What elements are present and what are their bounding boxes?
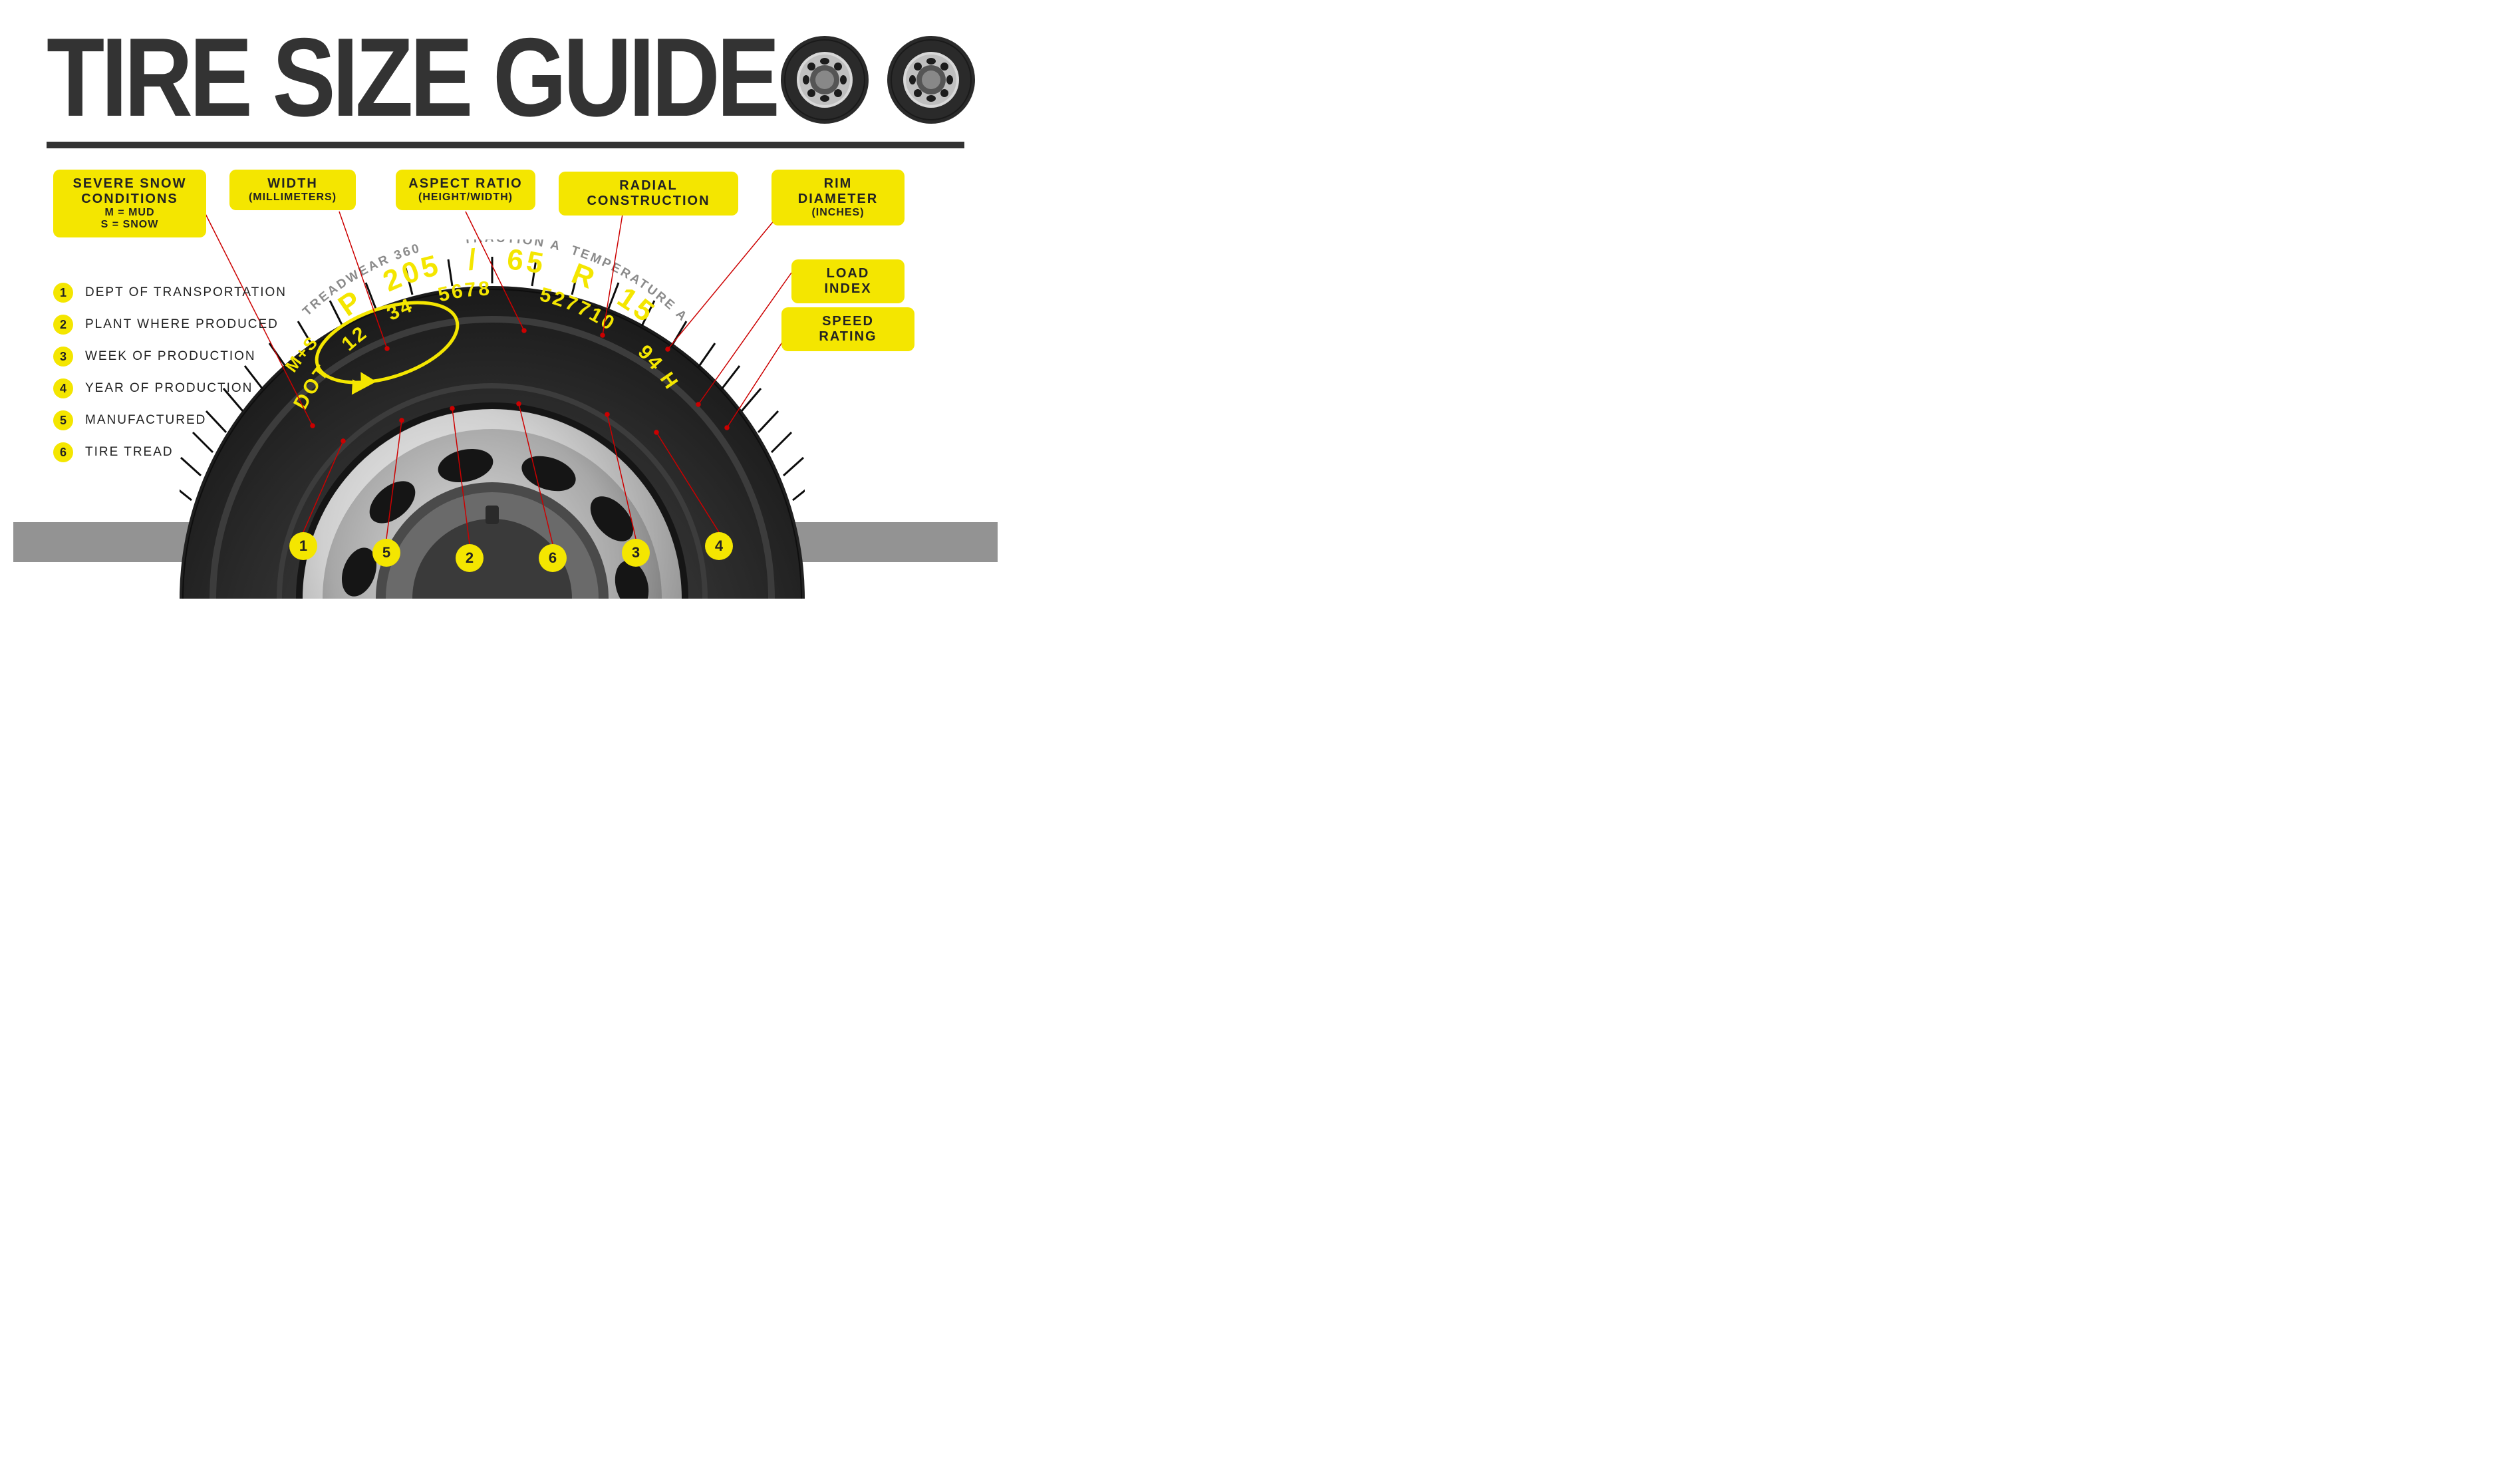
label-aspect-title: ASPECT RATIO [408, 176, 523, 192]
legend-item: 5 MANUFACTURED [53, 410, 287, 430]
label-rim-sub: (INCHES) [783, 207, 893, 219]
label-width: WIDTH (MILLIMETERS) [229, 170, 356, 210]
legend-badge: 3 [53, 347, 73, 367]
legend-item: 4 YEAR OF PRODUCTION [53, 378, 287, 398]
label-load-title: LOAD INDEX [803, 266, 893, 297]
legend-text: DEPT OF TRANSPORTATION [85, 285, 287, 300]
mini-tire-icon [885, 33, 978, 126]
bottom-badge-4: 4 [705, 532, 733, 560]
label-aspect: ASPECT RATIO (HEIGHT/WIDTH) [396, 170, 535, 210]
legend-badge: 1 [53, 283, 73, 303]
label-rim: RIM DIAMETER (INCHES) [771, 170, 905, 225]
bottom-badge-6: 6 [539, 544, 567, 572]
label-severe-snow-title: SEVERE SNOW CONDITIONS [65, 176, 194, 207]
legend-text: PLANT WHERE PRODUCED [85, 317, 279, 332]
label-speed-title: SPEED RATING [793, 314, 903, 345]
label-width-sub: (MILLIMETERS) [241, 192, 344, 204]
legend-text: YEAR OF PRODUCTION [85, 381, 253, 396]
label-width-title: WIDTH [241, 176, 344, 192]
legend-badge: 6 [53, 442, 73, 462]
legend-item: 2 PLANT WHERE PRODUCED [53, 315, 287, 335]
legend-badge: 2 [53, 315, 73, 335]
title-divider [47, 142, 964, 148]
bottom-badge-1: 1 [289, 532, 317, 560]
legend-item: 6 TIRE TREAD [53, 442, 287, 462]
page-title: TIRE SIZE GUIDE [47, 13, 777, 142]
tire-code-aspect: 65 [505, 243, 548, 280]
bottom-badge-2: 2 [456, 544, 484, 572]
legend-text: WEEK OF PRODUCTION [85, 349, 256, 364]
legend-item: 1 DEPT OF TRANSPORTATION [53, 283, 287, 303]
label-radial-title: RADIAL CONSTRUCTION [571, 178, 726, 209]
label-speed: SPEED RATING [781, 307, 914, 351]
label-severe-snow: SEVERE SNOW CONDITIONS M = MUD S = SNOW [53, 170, 206, 237]
mini-tire-icon [778, 33, 871, 126]
legend-item: 3 WEEK OF PRODUCTION [53, 347, 287, 367]
label-severe-snow-sub2: S = SNOW [65, 219, 194, 231]
tire-code-slash: / [467, 243, 480, 276]
label-aspect-sub: (HEIGHT/WIDTH) [408, 192, 523, 204]
label-rim-title: RIM DIAMETER [783, 176, 893, 207]
legend-text: TIRE TREAD [85, 445, 174, 460]
legend-badge: 4 [53, 378, 73, 398]
label-load: LOAD INDEX [791, 259, 905, 303]
label-severe-snow-sub1: M = MUD [65, 207, 194, 219]
bottom-badge-5: 5 [372, 539, 400, 567]
legend: 1 DEPT OF TRANSPORTATION 2 PLANT WHERE P… [53, 283, 287, 474]
bottom-badge-3: 3 [622, 539, 650, 567]
legend-text: MANUFACTURED [85, 413, 206, 428]
legend-badge: 5 [53, 410, 73, 430]
label-radial: RADIAL CONSTRUCTION [559, 172, 738, 216]
